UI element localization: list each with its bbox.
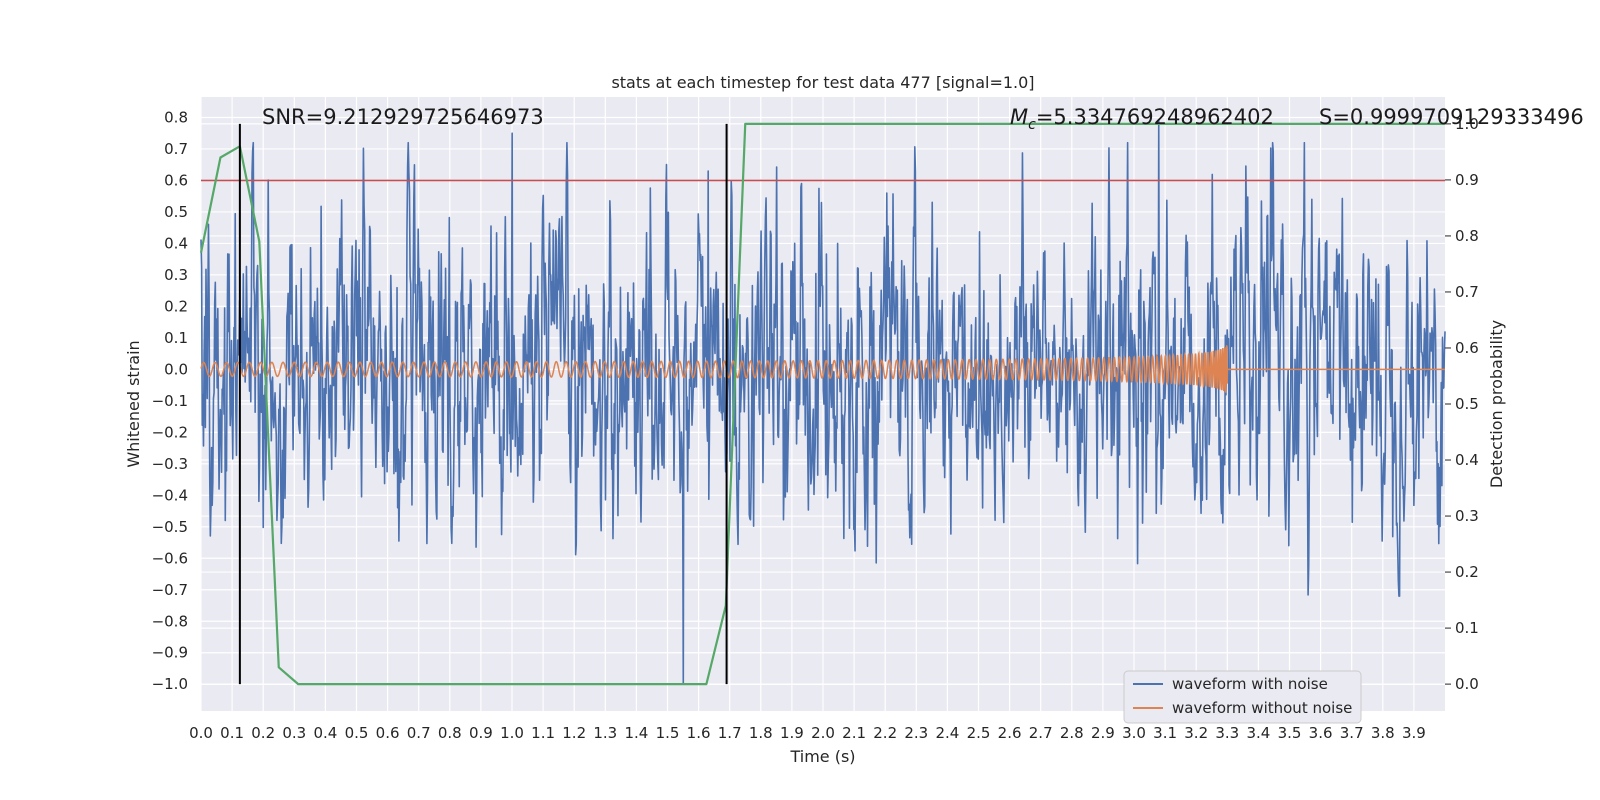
x-tick-label: 1.3 (593, 724, 617, 742)
s-annotation: S=0.9999709129333496 (1319, 105, 1584, 129)
x-tick-label: 1.2 (562, 724, 586, 742)
x-tick-label: 0.5 (345, 724, 369, 742)
series-waveform-without-noise (200, 345, 1445, 393)
x-tick-label: 1.0 (500, 724, 524, 742)
mc-symbol: M (1010, 105, 1028, 129)
y-tick-label: 0.6 (164, 171, 188, 189)
y-tick-label: 0.3 (164, 266, 188, 284)
axes: 0.0 0.1 0.2 0.3 0.4 0.5 0.6 0.7 0.8 0.9 1.0 1.1 1.2 1… (152, 108, 1479, 742)
plot-area (199, 119, 1446, 686)
x-tick-label: 0.7 (407, 724, 431, 742)
x-tick-label: 3.6 (1309, 724, 1333, 742)
x-tick-label: 0.8 (438, 724, 462, 742)
y2-tick-label: 0.9 (1455, 171, 1479, 189)
x-tick-label: 3.4 (1246, 724, 1270, 742)
x-tick-label: 3.3 (1215, 724, 1239, 742)
x-tick-label: 1.9 (780, 724, 804, 742)
y2-tick-label: 0.2 (1455, 563, 1479, 581)
x-tick-label: 3.0 (1122, 724, 1146, 742)
y-tick-label: −0.5 (152, 518, 188, 536)
x-tick-label: 0.9 (469, 724, 493, 742)
snr-annotation: SNR=9.212929725646973 (262, 105, 544, 129)
y2-tick-label: 0.5 (1455, 395, 1479, 413)
legend-label-noise: waveform with noise (1172, 675, 1328, 693)
x-tick-label: 2.3 (904, 724, 928, 742)
x-tick-label: 3.2 (1184, 724, 1208, 742)
y-axis-label: Whitened strain (124, 340, 143, 467)
y2-tick-label: 0.6 (1455, 339, 1479, 357)
y-tick-label: 0.8 (164, 108, 188, 126)
y-tick-label: −0.7 (152, 581, 188, 599)
x-tick-label: 1.8 (749, 724, 773, 742)
x-tick-label: 1.5 (656, 724, 680, 742)
y2-axis-label: Detection probability (1487, 320, 1506, 488)
y-tick-label: 0.7 (164, 140, 188, 158)
x-tick-label: 0.2 (251, 724, 275, 742)
y-tick-label: −0.2 (152, 423, 188, 441)
x-tick-label: 3.8 (1371, 724, 1395, 742)
y2-tick-label: 0.4 (1455, 451, 1479, 469)
y-tick-label: −0.8 (152, 612, 188, 630)
x-tick-label: 2.7 (1029, 724, 1053, 742)
y-tick-label: −1.0 (152, 675, 188, 693)
x-tick-label: 3.5 (1278, 724, 1302, 742)
y-tick-label: 0.4 (164, 234, 188, 252)
mc-subscript: c (1028, 117, 1036, 133)
x-axis-label: Time (s) (789, 747, 855, 766)
x-tick-label: 1.4 (624, 724, 648, 742)
x-tick-label: 2.1 (842, 724, 866, 742)
x-tick-label: 2.4 (935, 724, 959, 742)
y2-tick-label: 0.3 (1455, 507, 1479, 525)
x-tick-label: 2.0 (811, 724, 835, 742)
x-tick-label: 0.6 (376, 724, 400, 742)
y-tick-label: 0.1 (164, 329, 188, 347)
y-tick-label: −0.4 (152, 486, 188, 504)
series-waveform-with-noise (200, 119, 1446, 686)
chart-title: stats at each timestep for test data 477… (611, 73, 1034, 92)
y-tick-label: −0.9 (152, 644, 188, 662)
legend-label-clean: waveform without noise (1172, 699, 1352, 717)
x-tick-label: 1.7 (718, 724, 742, 742)
x-tick-label: 2.2 (873, 724, 897, 742)
mc-annotation: Mc=5.334769248962402 (1010, 105, 1274, 133)
x-tick-label: 1.6 (687, 724, 711, 742)
y2-tick-label: 0.1 (1455, 619, 1479, 637)
x-tick-label: 0.0 (189, 724, 213, 742)
x-tick-label: 0.1 (220, 724, 244, 742)
x-tick-label: 2.9 (1091, 724, 1115, 742)
x-tick-label: 0.3 (282, 724, 306, 742)
y-tick-label: −0.1 (152, 392, 188, 410)
y2-tick-label: 0.7 (1455, 283, 1479, 301)
x-tick-label: 1.1 (531, 724, 555, 742)
x-tick-label: 2.8 (1060, 724, 1084, 742)
y-tick-label: 0.2 (164, 297, 188, 315)
x-tick-label: 2.5 (967, 724, 991, 742)
y-tick-label: 0.0 (164, 360, 188, 378)
y-tick-label: −0.6 (152, 549, 188, 567)
legend-box (1123, 670, 1362, 724)
y-tick-label: −0.3 (152, 455, 188, 473)
y2-tick-label: 0.8 (1455, 227, 1479, 245)
y-tick-label: 0.5 (164, 203, 188, 221)
x-tick-label: 2.6 (998, 724, 1022, 742)
mc-value: =5.334769248962402 (1036, 105, 1274, 129)
x-tick-label: 3.7 (1340, 724, 1364, 742)
legend: waveform with noise waveform without noi… (1123, 670, 1362, 724)
x-tick-label: 0.4 (313, 724, 337, 742)
y2-tick-label: 1.0 (1455, 115, 1479, 133)
y2-tick-label: 0.0 (1455, 675, 1479, 693)
x-tick-label: 3.1 (1153, 724, 1177, 742)
x-tick-label: 3.9 (1402, 724, 1426, 742)
